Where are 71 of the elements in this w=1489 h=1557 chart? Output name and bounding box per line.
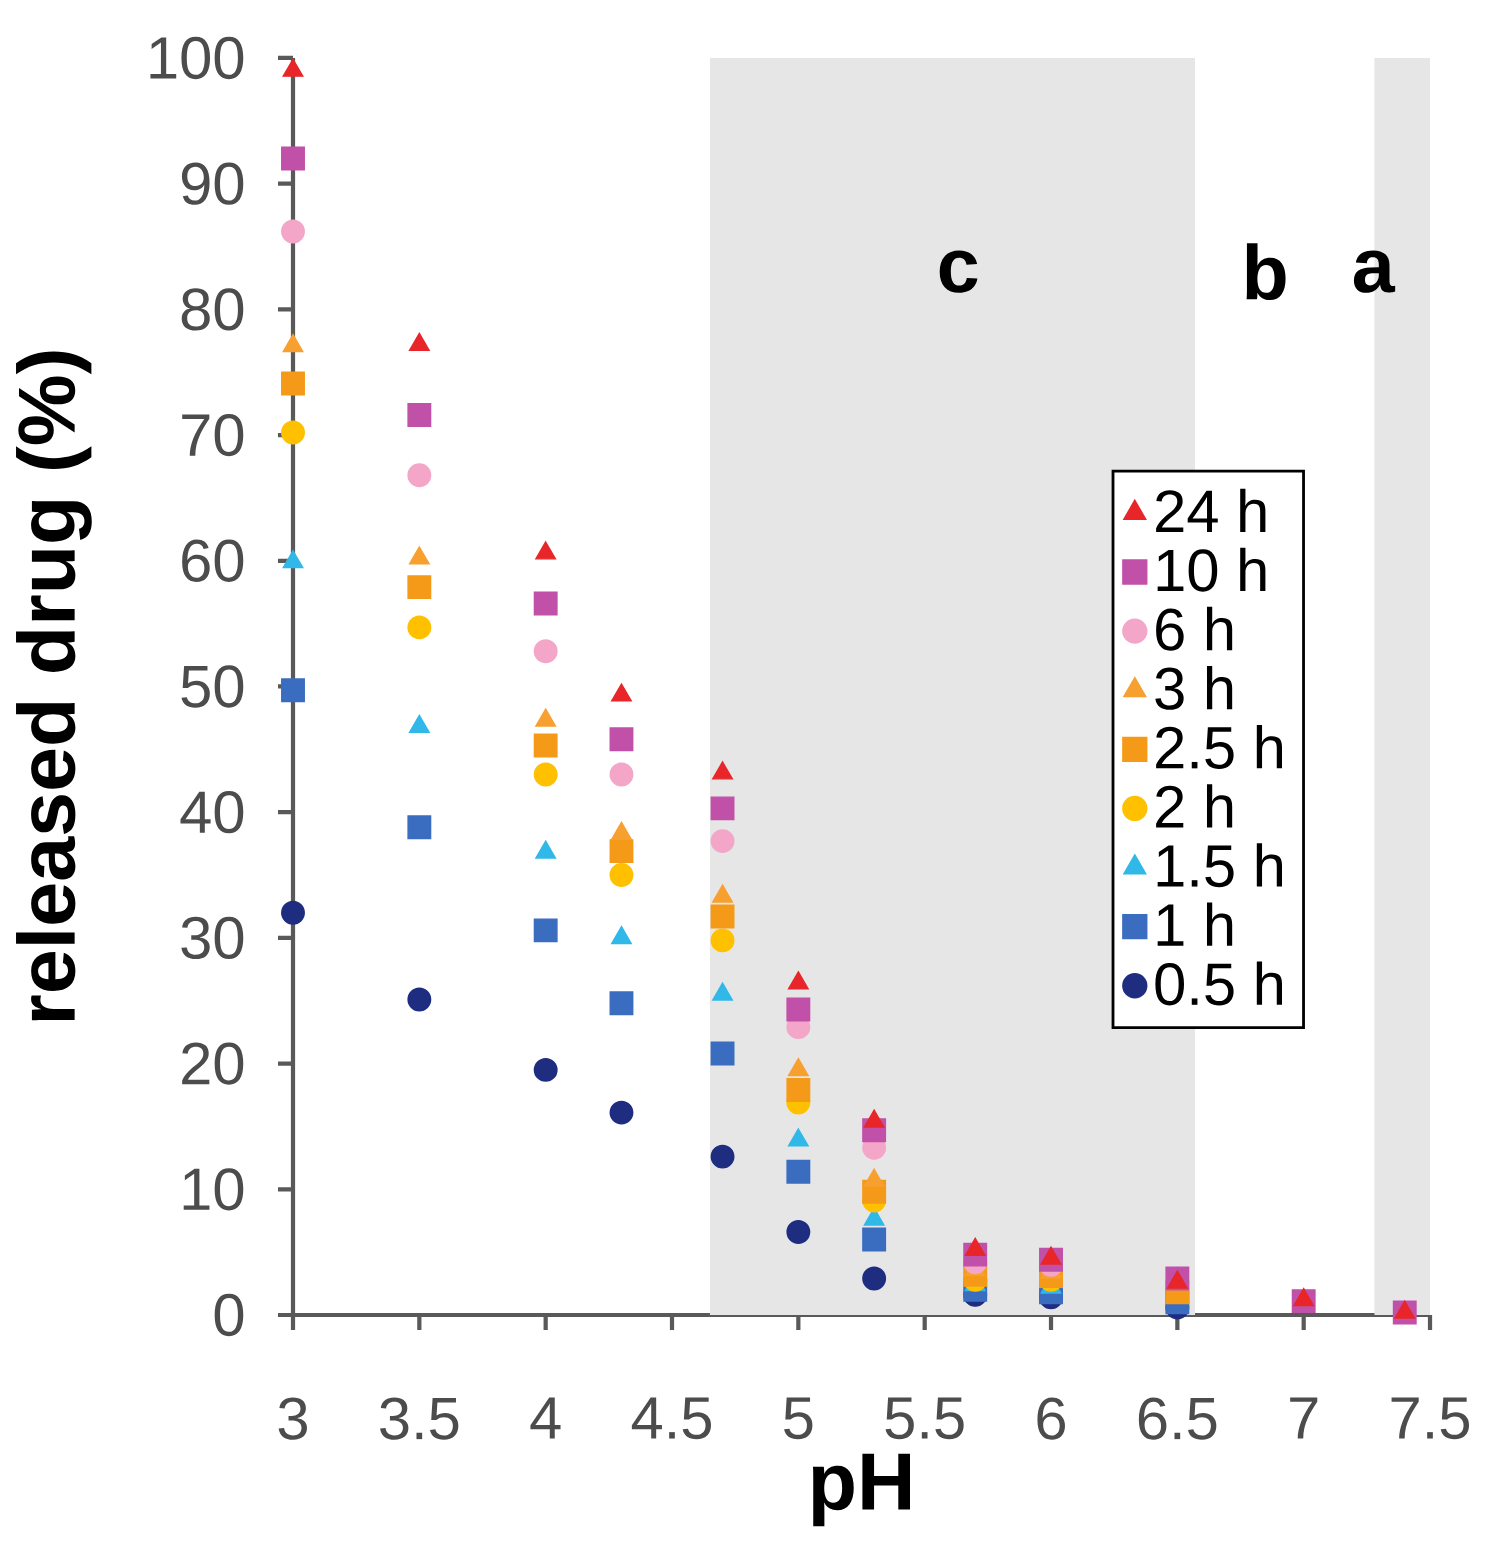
point [786,1159,811,1184]
point [281,219,305,244]
point [710,829,735,854]
point [407,615,432,640]
legend-label: 1.5 h [1157,843,1282,888]
point [407,575,432,600]
point [710,928,735,953]
point [281,146,305,171]
point [407,815,432,840]
legend-label: 3 h [1155,665,1233,710]
legend-label: 1 h [1157,902,1233,946]
point [533,639,558,664]
legend-label: 2 h [1156,784,1233,828]
x-tick-label: 4 [530,1397,561,1439]
y-tick-label: 40 [180,791,244,834]
point [407,463,432,488]
x-tick-label: 4.5 [631,1397,712,1440]
legend-label: 10 h [1157,547,1266,592]
point [281,371,305,396]
point [786,1220,811,1244]
annotation: b [1246,243,1286,301]
point [609,727,634,752]
y-tick-label: 20 [182,1042,244,1085]
x-tick-label: 5 [784,1397,813,1440]
point [407,403,432,427]
point [533,1057,558,1082]
point [533,733,558,758]
x-axis-title: pH [812,1453,910,1527]
annotation: c [939,250,978,293]
point [710,904,735,929]
y-tick-label: 70 [182,413,244,457]
legend-label: 0.5 h [1155,961,1282,1006]
y-tick-label: 100 [150,36,244,80]
point [862,1266,887,1291]
point [710,1144,735,1169]
y-tick-label: 90 [181,162,244,205]
point [533,762,558,787]
x-tick-label: 5.5 [885,1397,964,1440]
point [609,991,634,1016]
point [533,918,558,943]
legend-label: 24 h [1156,488,1266,532]
y-tick-label: 0 [214,1293,244,1337]
legend-label: 6 h [1156,606,1233,651]
point [710,796,735,821]
y-tick-label: 60 [182,539,244,582]
y-tick-label: 50 [181,665,244,708]
x-tick-label: 3 [278,1397,307,1440]
point [609,1100,634,1125]
point [609,863,634,887]
point [407,987,432,1012]
x-tick-label: 7 [1290,1397,1318,1439]
point [786,1078,811,1102]
point [710,1041,735,1066]
x-tick-label: 7.5 [1391,1397,1470,1440]
y-tick-label: 80 [181,288,244,331]
point [281,420,305,445]
legend-label: 2.5 h [1156,725,1282,769]
annotation: a [1353,250,1396,293]
point [281,900,305,925]
point [281,678,305,703]
point [609,839,634,864]
point [609,762,634,787]
x-tick-label: 6 [1037,1397,1065,1440]
y-axis-title: released drug (%) [16,351,92,1021]
y-tick-label: 10 [183,1168,244,1211]
point [533,591,558,616]
y-tick-label: 30 [181,916,244,960]
x-tick-label: 3.5 [380,1397,459,1440]
point [786,997,811,1022]
x-tick-label: 6.5 [1138,1397,1217,1440]
point [862,1227,887,1252]
